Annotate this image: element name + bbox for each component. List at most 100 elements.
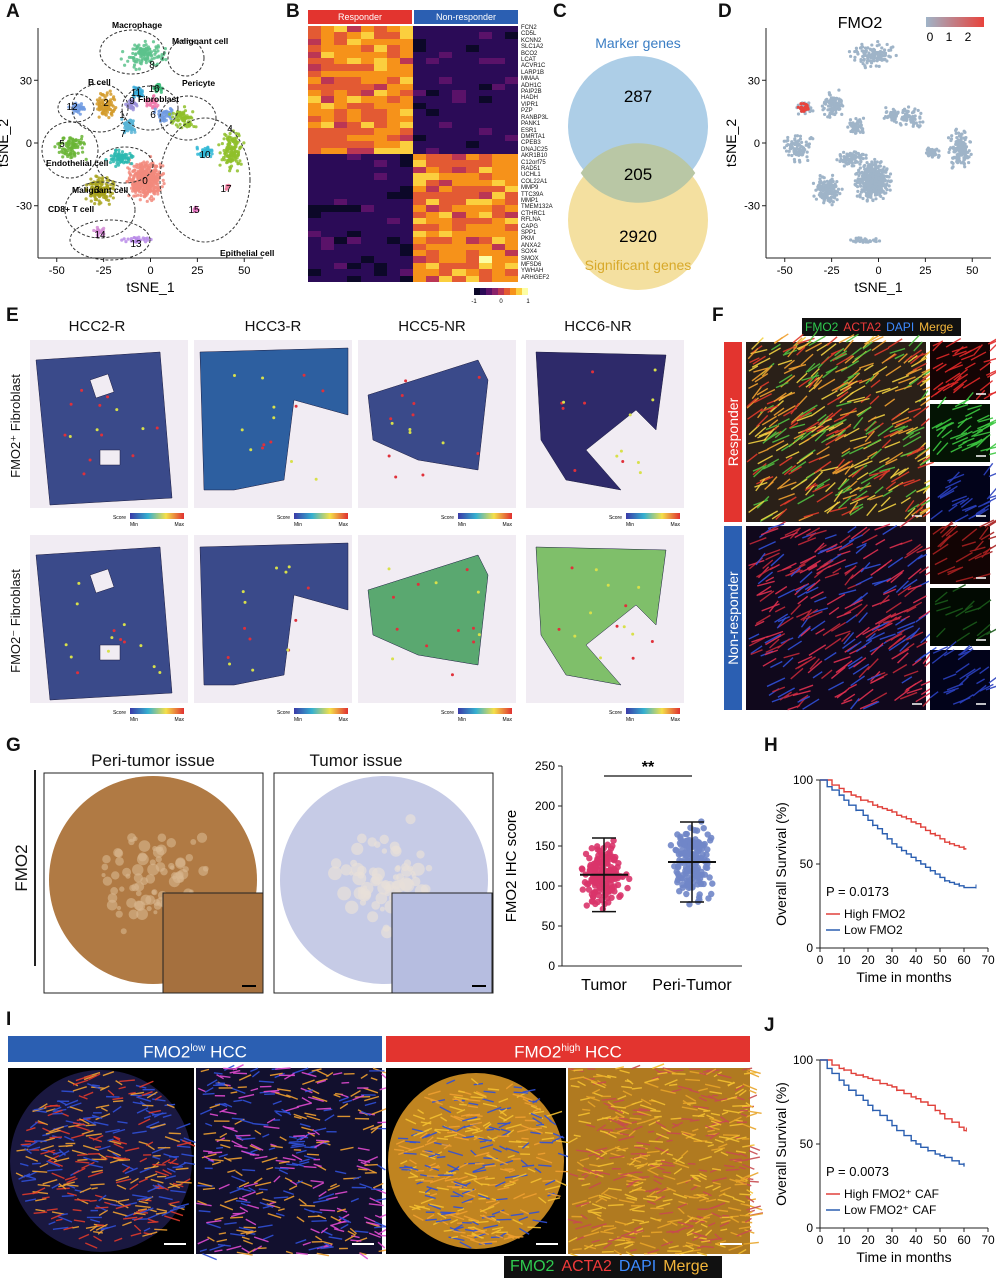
score-label: Score xyxy=(609,710,622,716)
cluster-point xyxy=(218,151,222,155)
cluster-point xyxy=(127,170,131,175)
heatmap-cell xyxy=(465,250,479,257)
gene-label: TTC39A xyxy=(521,191,544,198)
cell-point xyxy=(835,190,840,194)
heatmap-cell xyxy=(439,154,453,161)
cell-point xyxy=(799,152,803,157)
cluster-point xyxy=(154,168,158,173)
heatmap-cell xyxy=(321,77,335,84)
cell-point xyxy=(885,42,889,47)
heatmap-cell xyxy=(491,64,505,71)
heatmap-cell xyxy=(426,243,440,250)
cell-point xyxy=(904,122,908,126)
cell-point xyxy=(871,198,875,203)
cell-point xyxy=(865,54,869,58)
spatial-spot xyxy=(573,634,577,638)
heatmap-cell xyxy=(347,230,361,238)
cluster-number: 2 xyxy=(103,98,109,109)
cell-point xyxy=(867,176,872,181)
spatial-spot xyxy=(615,624,619,628)
cluster-point xyxy=(76,151,80,155)
cell-point xyxy=(887,184,891,188)
cell-point xyxy=(877,64,881,68)
heatmap-cell xyxy=(308,192,322,199)
cell-point xyxy=(873,185,877,189)
heatmap-cell xyxy=(334,58,348,65)
heatmap-cell xyxy=(426,128,440,135)
heatmap-cell xyxy=(504,77,518,84)
heatmap-cell xyxy=(478,243,492,250)
gene-label: SMOX xyxy=(521,255,539,262)
gene-label: HADH xyxy=(521,95,539,102)
gene-label: CAPG xyxy=(521,223,539,230)
heatmap-cell xyxy=(426,166,440,174)
cell-point xyxy=(874,64,878,68)
heatmap-cell xyxy=(334,237,348,244)
cluster-outline xyxy=(99,29,165,75)
cluster-point xyxy=(136,93,140,97)
cell-point xyxy=(955,156,960,160)
heatmap-cell xyxy=(373,26,387,33)
heatmap-cell xyxy=(452,237,466,244)
cell-point xyxy=(885,182,889,186)
heatmap-cell xyxy=(386,186,400,193)
p-value: P = 0.0173 xyxy=(826,884,889,899)
cell-type-label: Endothelial cell xyxy=(46,158,108,168)
cell-point xyxy=(893,117,897,121)
heatmap-cell xyxy=(491,179,505,186)
heatmap-cell xyxy=(373,109,387,116)
heatmap-cell xyxy=(491,186,505,193)
heatmap-cell xyxy=(347,179,361,186)
cluster-point xyxy=(120,158,125,162)
heatmap-cell xyxy=(413,192,427,199)
x-tick-label: 0 xyxy=(817,1233,824,1247)
heatmap-cell xyxy=(308,160,322,167)
heatmap-cell xyxy=(452,64,466,71)
heatmap-cell xyxy=(399,38,413,46)
heatmap-cell xyxy=(386,109,400,116)
significant-only-count: 2920 xyxy=(619,227,657,246)
y-tick-label: 250 xyxy=(535,759,555,773)
heatmap-cell xyxy=(413,45,427,52)
cell-point xyxy=(808,136,812,141)
cluster-point xyxy=(109,154,113,158)
heatmap-cell xyxy=(386,115,400,122)
heatmap-cell xyxy=(347,218,361,225)
heatmap-cell xyxy=(504,109,518,116)
heatmap-cell xyxy=(465,128,479,135)
cluster-point xyxy=(209,154,213,159)
cell-point xyxy=(890,118,894,122)
cluster-point xyxy=(160,112,164,116)
spatial-spot xyxy=(621,460,625,464)
heatmap-cell xyxy=(504,269,518,276)
cluster-number: 3 xyxy=(94,185,100,196)
channel-label: FMO2 xyxy=(805,320,839,334)
cell-point xyxy=(957,134,962,138)
cell-point xyxy=(826,104,831,108)
cluster-point xyxy=(147,167,151,171)
heatmap-cell xyxy=(426,38,440,46)
cluster-point xyxy=(70,152,75,156)
cluster-point xyxy=(116,163,121,167)
cell-point xyxy=(854,238,858,243)
heatmap-cell xyxy=(439,134,453,142)
heatmap-cell xyxy=(491,51,505,58)
cluster-point xyxy=(114,148,118,152)
heatmap-cell xyxy=(504,192,518,199)
cell-point xyxy=(862,183,866,188)
heatmap-cell xyxy=(347,262,361,270)
heatmap-cell xyxy=(478,115,492,122)
heatmap-cell xyxy=(426,186,440,193)
cluster-point xyxy=(120,238,124,242)
heatmap-cell xyxy=(439,102,453,110)
cell-point xyxy=(871,174,875,179)
heatmap-cell xyxy=(334,211,348,218)
heatmap-cell xyxy=(478,166,492,174)
cluster-point xyxy=(106,198,111,202)
cluster-point xyxy=(232,151,236,155)
cluster-points xyxy=(53,39,246,244)
heatmap-cell xyxy=(465,262,479,270)
heatmap-cell xyxy=(386,224,400,231)
cluster-point xyxy=(145,199,149,203)
cluster-point xyxy=(114,164,118,168)
